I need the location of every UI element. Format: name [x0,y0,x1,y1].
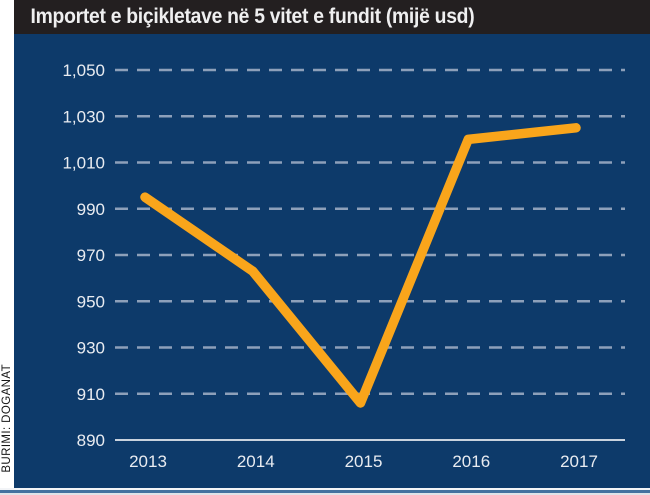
chart-title-bar: Importet e biçikletave në 5 vitet e fund… [14,0,650,34]
y-tick-label: 1,050 [62,61,105,80]
y-tick-label: 910 [77,385,105,404]
y-tick-label: 990 [77,200,105,219]
x-tick-label: 2017 [560,452,598,471]
y-tick-label: 950 [77,292,105,311]
x-tick-label: 2016 [452,452,490,471]
x-tick-label: 2015 [345,452,383,471]
chart-panel [14,34,650,488]
chart-title: Importet e biçikletave në 5 vitet e fund… [30,5,475,28]
y-tick-label: 930 [77,339,105,358]
x-tick-label: 2014 [237,452,275,471]
bottom-divider-rule [0,490,650,493]
y-tick-label: 890 [77,431,105,450]
y-tick-label: 970 [77,246,105,265]
bottom-divider-strip [0,493,650,495]
source-credit: BURIMI: DOGANAT [1,364,13,473]
x-tick-label: 2013 [129,452,167,471]
bottom-divider-light [0,488,650,490]
y-tick-label: 1,010 [62,154,105,173]
data-series-line [140,123,581,408]
y-tick-label: 1,030 [62,107,105,126]
